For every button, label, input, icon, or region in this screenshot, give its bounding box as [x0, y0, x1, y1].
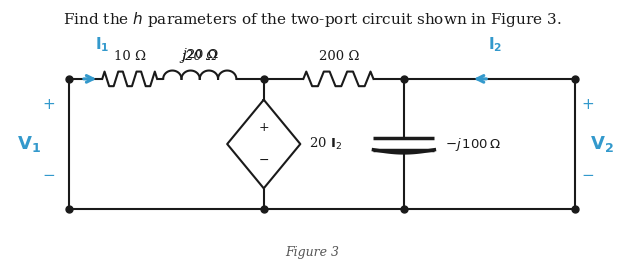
Text: j20 Ω: j20 Ω [182, 50, 218, 63]
Text: 20 $\mathbf{I}_2$: 20 $\mathbf{I}_2$ [309, 136, 342, 152]
Text: +: + [43, 97, 56, 112]
Text: −: − [259, 154, 269, 167]
Text: $j$20 $\Omega$: $j$20 $\Omega$ [181, 46, 219, 63]
Polygon shape [227, 100, 300, 188]
Text: 10 Ω: 10 Ω [114, 50, 146, 63]
Text: $-j\,100\,\Omega$: $-j\,100\,\Omega$ [446, 135, 501, 152]
Text: +: + [582, 97, 594, 112]
Text: −: − [43, 168, 56, 183]
Text: $\mathbf{V_1}$: $\mathbf{V_1}$ [17, 134, 41, 154]
Text: $\mathbf{V_2}$: $\mathbf{V_2}$ [590, 134, 614, 154]
Text: $\mathbf{I_2}$: $\mathbf{I_2}$ [488, 35, 502, 54]
Text: Find the $h$ parameters of the two-port circuit shown in Figure 3.: Find the $h$ parameters of the two-port … [63, 10, 562, 29]
Text: $\mathbf{I_1}$: $\mathbf{I_1}$ [95, 35, 109, 54]
Text: Figure 3: Figure 3 [286, 246, 339, 259]
Text: 200 Ω: 200 Ω [319, 50, 359, 63]
Text: −: − [582, 168, 594, 183]
Text: +: + [258, 121, 269, 134]
